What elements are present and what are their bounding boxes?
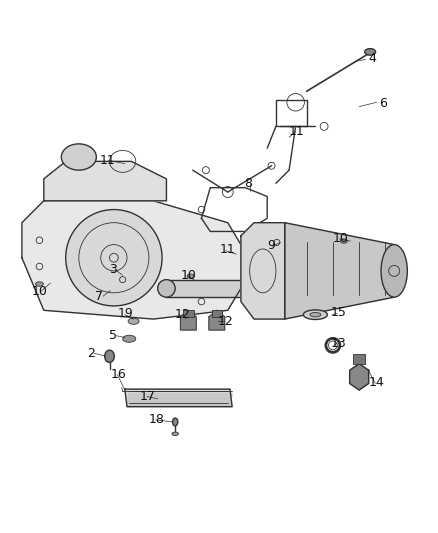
Text: 10: 10 [180, 269, 196, 282]
Text: 7: 7 [95, 290, 103, 303]
Text: 6: 6 [379, 97, 387, 110]
Polygon shape [180, 310, 196, 330]
Polygon shape [127, 393, 232, 407]
Ellipse shape [303, 310, 328, 319]
Text: 14: 14 [369, 376, 385, 389]
Ellipse shape [381, 245, 407, 297]
Text: 16: 16 [111, 368, 127, 381]
Ellipse shape [173, 418, 178, 426]
Text: 18: 18 [149, 413, 165, 426]
Ellipse shape [364, 49, 376, 55]
Ellipse shape [187, 274, 194, 278]
Bar [353, 354, 365, 364]
Ellipse shape [158, 280, 175, 297]
Text: 12: 12 [218, 315, 234, 328]
Bar [276, 100, 307, 126]
Text: 11: 11 [220, 244, 236, 256]
Polygon shape [201, 188, 267, 231]
Text: 17: 17 [140, 390, 156, 402]
Text: 8: 8 [244, 177, 252, 190]
Text: 2: 2 [87, 347, 95, 360]
Polygon shape [22, 201, 241, 319]
Ellipse shape [66, 209, 162, 306]
Bar [212, 310, 222, 317]
Ellipse shape [263, 280, 280, 297]
Text: 3: 3 [109, 263, 117, 276]
Ellipse shape [172, 432, 179, 435]
Text: 11: 11 [100, 154, 116, 167]
Ellipse shape [310, 312, 321, 317]
Polygon shape [44, 161, 166, 201]
Polygon shape [350, 364, 369, 390]
Polygon shape [125, 389, 232, 407]
Ellipse shape [128, 318, 139, 324]
Text: 4: 4 [368, 52, 376, 65]
Polygon shape [241, 223, 285, 319]
Text: 10: 10 [32, 285, 47, 298]
Ellipse shape [105, 350, 114, 362]
Bar [183, 310, 194, 317]
Text: 10: 10 [333, 231, 349, 245]
Ellipse shape [35, 282, 43, 286]
Polygon shape [209, 310, 225, 330]
Text: 13: 13 [330, 337, 346, 350]
Polygon shape [166, 280, 272, 297]
Text: 9: 9 [267, 239, 275, 252]
Text: 15: 15 [330, 306, 346, 319]
Ellipse shape [340, 239, 347, 243]
Text: 12: 12 [174, 308, 190, 321]
Text: 11: 11 [289, 125, 305, 138]
Ellipse shape [61, 144, 96, 170]
Text: 19: 19 [117, 308, 133, 320]
Text: 5: 5 [110, 329, 117, 342]
Polygon shape [285, 223, 394, 319]
Ellipse shape [123, 335, 136, 342]
